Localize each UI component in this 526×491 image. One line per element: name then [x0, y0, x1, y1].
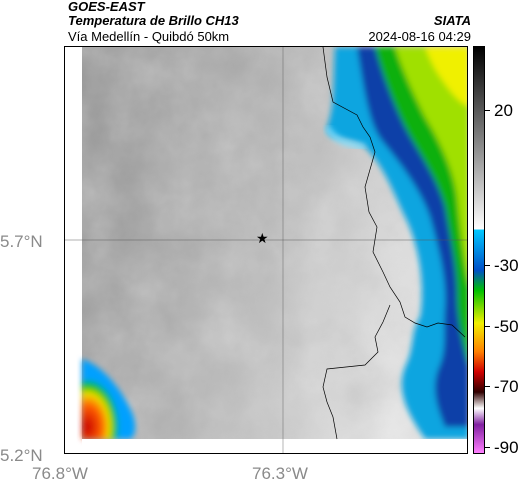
- southwest-convection: [82, 359, 136, 439]
- organization-label: SIATA: [433, 13, 471, 28]
- colorbar-tick-20: 20: [494, 101, 513, 120]
- colorbar-tick-minus90: -90: [494, 438, 519, 457]
- timestamp-label: 2024-08-16 04:29: [368, 29, 471, 44]
- lat-label-5-2: 5.2°N: [0, 446, 43, 465]
- lon-label-76-8: 76.8°W: [32, 464, 88, 483]
- product-title: Temperatura de Brillo CH13: [68, 13, 239, 28]
- satellite-name: GOES-EAST: [68, 0, 145, 14]
- star-marker-icon: ★: [256, 230, 269, 246]
- route-label: Vía Medellín - Quibdó 50km: [68, 29, 230, 44]
- satellite-map[interactable]: ★: [64, 46, 468, 454]
- brightness-temperature-image: [65, 47, 467, 453]
- colorbar-tick-minus30: -30: [494, 256, 519, 275]
- boundary-line: [322, 47, 466, 338]
- lat-label-5-7: 5.7°N: [0, 232, 43, 251]
- temperature-colorbar: [473, 46, 485, 454]
- colorbar-tick-minus50: -50: [494, 317, 519, 336]
- lon-label-76-3: 76.3°W: [252, 464, 308, 483]
- colorbar-tick-minus70: -70: [494, 377, 519, 396]
